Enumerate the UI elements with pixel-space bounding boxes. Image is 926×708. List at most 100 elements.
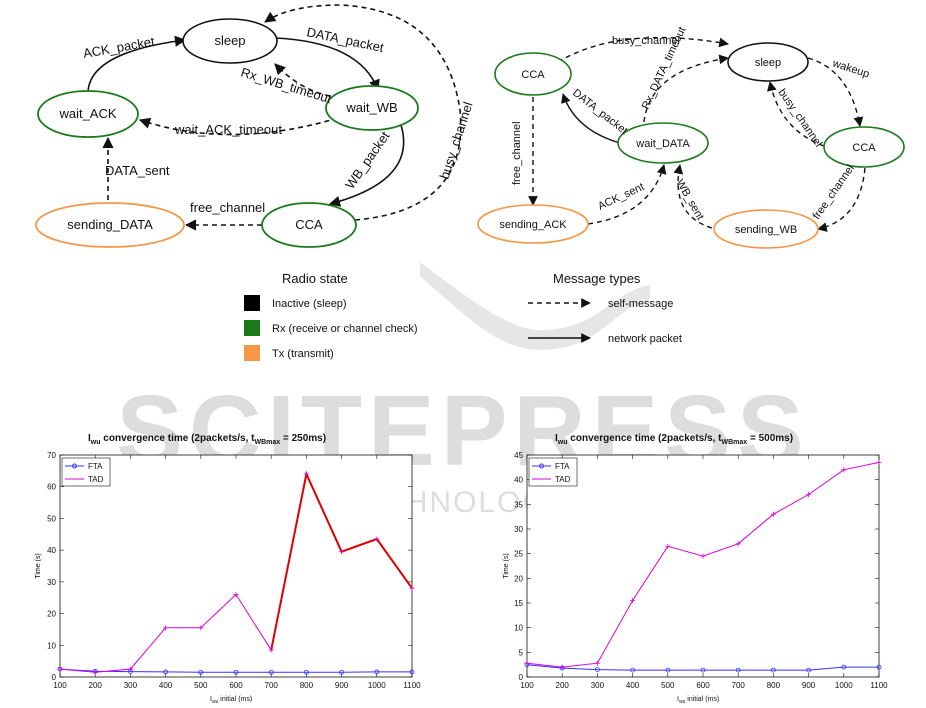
xtick-label: 600 [229, 681, 243, 690]
data-point-fta [339, 669, 345, 675]
xtick-label: 100 [53, 681, 67, 690]
data-point-fta [233, 669, 239, 675]
data-point-tad [127, 666, 133, 672]
state-cca [261, 202, 357, 248]
ytick-label: 30 [47, 578, 56, 587]
data-point-fta [700, 667, 706, 673]
ytick-label: 70 [47, 451, 56, 460]
chart-left-legend-fta-marker [72, 463, 77, 469]
state-sending-ack [477, 204, 589, 244]
xtick-label: 700 [265, 681, 279, 690]
series-line-fta [526, 664, 879, 671]
data-point-fta [841, 664, 847, 670]
ytick-label: 20 [47, 610, 56, 619]
xtick-label: 900 [335, 681, 349, 690]
data-point-tad [630, 598, 636, 604]
xtick-label: 500 [661, 681, 675, 690]
right-state-diagram: CCA sleep wait_DATA CCA sending_ACK send… [477, 25, 905, 249]
edge-busy-channel-right [767, 81, 825, 147]
data-point-fta [409, 669, 415, 675]
data-point-tad [700, 553, 706, 559]
label-free-channel-right: free_channel [811, 163, 857, 222]
xtick-label: 200 [556, 681, 570, 690]
chart-left-legend: FTA TAD [61, 457, 111, 487]
label-data-packet: DATA_packet [305, 24, 385, 55]
data-point-tad [876, 459, 882, 465]
label-free-channel-left: free_channel [511, 121, 523, 185]
state-wait-data-label: wait_DATA [635, 138, 690, 150]
edge-free-channel-right [817, 167, 866, 232]
xtick-label: 300 [591, 681, 605, 690]
data-point-fta [876, 664, 882, 670]
state-cca-right [823, 126, 905, 168]
data-point-tad [339, 549, 345, 555]
xtick-label: 900 [802, 681, 816, 690]
label-wb-packet: WB_packet [342, 128, 393, 191]
label-busy-channel: busy_channel [437, 100, 476, 181]
data-point-fta [735, 667, 741, 673]
chart-left-legend-tad: TAD [88, 475, 104, 484]
label-free-channel: free_channel [190, 200, 265, 215]
data-point-tad [409, 585, 415, 591]
data-point-fta [163, 669, 169, 675]
chart-left-yticks: 0 10 20 30 40 50 60 70 [47, 451, 412, 682]
edge-ack-sent [587, 164, 667, 225]
chart-left-plot-area [59, 454, 413, 678]
state-cca-right-label: CCA [852, 142, 876, 154]
xtick-label: 700 [732, 681, 746, 690]
edge-rx-wb-timeout [274, 63, 331, 97]
ytick-label: 45 [514, 451, 523, 460]
xtick-label: 300 [124, 681, 138, 690]
series-line-fta [59, 668, 412, 673]
data-point-tad [57, 666, 63, 672]
data-point-fta [806, 667, 811, 673]
xtick-label: 600 [696, 681, 710, 690]
state-sleep [182, 18, 278, 64]
state-sending-wb [713, 209, 819, 249]
state-cca-label: CCA [295, 217, 323, 232]
legend-inactive: Inactive (sleep) [272, 298, 347, 310]
label-wb-sent: WB_sent [673, 178, 706, 223]
xtick-label: 200 [89, 681, 103, 690]
data-point-tad [233, 592, 239, 598]
state-cca-left [494, 52, 572, 96]
data-point-tad [524, 660, 530, 666]
edge-busy-channel [264, 4, 462, 221]
ytick-label: 0 [52, 673, 57, 682]
state-sleep-right-label: sleep [755, 57, 781, 69]
state-sleep-label: sleep [214, 33, 245, 48]
data-point-tad [374, 536, 380, 542]
xtick-label: 1100 [403, 681, 421, 690]
data-point-tad [92, 669, 98, 675]
data-point-tad [806, 491, 812, 497]
ytick-label: 5 [519, 648, 524, 657]
chart-right-legend: FTA TAD [528, 457, 578, 487]
ytick-label: 15 [514, 599, 523, 608]
data-point-tad [268, 647, 274, 653]
chart-right-plot-area [526, 454, 880, 678]
chart-right-yticks: 0 5 10 15 20 25 30 35 40 45 [514, 451, 879, 682]
ytick-label: 10 [47, 641, 56, 650]
data-point-tad [163, 625, 169, 631]
ytick-label: 40 [514, 476, 523, 485]
data-point-fta [198, 669, 204, 675]
state-wait-ack-label: wait_ACK [58, 106, 116, 121]
chart-right-xticks: 100 200 300 400 500 600 700 800 900 1000 1100 [520, 455, 888, 690]
data-point-tad [770, 511, 776, 517]
legend: Radio state Inactive (sleep) Rx (receive… [244, 271, 682, 361]
edge-wb-sent [673, 164, 713, 229]
label-data-sent: DATA_sent [105, 163, 170, 178]
legend-swatch-inactive [244, 295, 260, 311]
legend-msg-title: Message types [553, 271, 641, 286]
label-wait-ack-timeout: wait_ACK_timeout [174, 122, 282, 137]
state-wait-wb-label: wait_WB [345, 100, 397, 115]
xtick-label: 400 [626, 681, 640, 690]
chart-left-legend-box [61, 457, 111, 487]
chart-left-ylabel: Time (s) [35, 553, 42, 578]
state-sending-data [35, 202, 185, 248]
legend-radio-title: Radio state [282, 271, 348, 286]
label-data-packet-right: DATA_packet [570, 87, 630, 137]
state-cca-left-label: CCA [521, 69, 545, 81]
ytick-label: 25 [514, 550, 523, 559]
left-state-diagram: sleep wait_ACK wait_WB sending_DATA CCA … [35, 4, 476, 248]
